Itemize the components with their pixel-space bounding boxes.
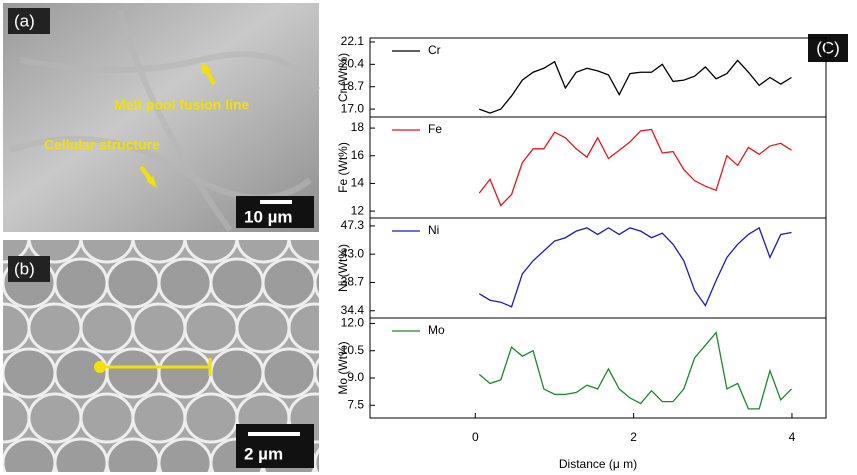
cell bbox=[183, 302, 239, 354]
x-tick-label: 2 bbox=[630, 430, 637, 444]
legend-label: Mo bbox=[428, 323, 445, 337]
y-axis-label: Mo (Wt%) bbox=[336, 341, 350, 394]
arrowhead bbox=[146, 176, 157, 188]
label-box bbox=[808, 34, 848, 62]
data-line bbox=[478, 331, 792, 410]
y-tick-label: 38.7 bbox=[341, 275, 365, 289]
y-tick-label: 12.0 bbox=[341, 316, 365, 330]
cell bbox=[313, 267, 319, 299]
cell bbox=[105, 437, 161, 472]
y-tick-label: 14 bbox=[351, 176, 365, 190]
cell bbox=[53, 347, 109, 399]
x-tick-label: 4 bbox=[789, 430, 796, 444]
label-box bbox=[8, 256, 50, 282]
cell bbox=[313, 447, 319, 472]
line-scan-start bbox=[94, 361, 106, 373]
cell bbox=[3, 347, 57, 399]
cell bbox=[261, 257, 317, 309]
data-line bbox=[479, 59, 792, 114]
y-tick-label: 17.0 bbox=[341, 101, 365, 115]
cell bbox=[157, 257, 213, 309]
legend-label: Ni bbox=[428, 223, 439, 237]
y-tick-label: 18 bbox=[351, 120, 365, 134]
scale-label: 2 µm bbox=[244, 444, 283, 463]
cell bbox=[131, 392, 187, 444]
cell bbox=[183, 240, 239, 264]
cell bbox=[131, 302, 187, 354]
y-tick-label: 16 bbox=[351, 148, 365, 162]
data-line bbox=[478, 128, 792, 207]
y-tick-label: 34.4 bbox=[341, 303, 365, 317]
figure-label: (C) bbox=[816, 38, 840, 57]
cell bbox=[79, 240, 135, 264]
cell bbox=[53, 257, 109, 309]
annotation: Cellular structure bbox=[44, 137, 160, 153]
cell bbox=[157, 437, 213, 472]
label-box bbox=[8, 8, 50, 34]
cell bbox=[183, 392, 239, 444]
cell bbox=[157, 347, 213, 399]
legend-label: Fe bbox=[428, 122, 442, 136]
y-axis-label: Fe (Wt%) bbox=[336, 142, 350, 193]
panel-label: (a) bbox=[14, 11, 35, 30]
cell bbox=[79, 302, 135, 354]
y-axis-label: Ni (Wt%) bbox=[336, 244, 350, 292]
cell bbox=[79, 392, 135, 444]
cell bbox=[105, 347, 161, 399]
scale-label: 10 µm bbox=[244, 207, 293, 226]
y-axis-label: Cr (Wt%) bbox=[336, 53, 350, 102]
annotation: Melt pool fusion line bbox=[114, 97, 250, 113]
cell bbox=[131, 240, 187, 264]
y-tick-label: 12 bbox=[351, 203, 365, 217]
cell bbox=[53, 437, 109, 472]
x-tick-label: 0 bbox=[472, 430, 479, 444]
cell bbox=[27, 392, 83, 444]
cell bbox=[27, 302, 83, 354]
data-line bbox=[478, 226, 792, 308]
y-tick-label: 9.0 bbox=[347, 370, 364, 384]
cell bbox=[313, 357, 319, 389]
panel-label: (b) bbox=[14, 259, 35, 278]
arrowhead bbox=[201, 62, 212, 74]
cells bbox=[3, 240, 319, 472]
plot-frame bbox=[369, 317, 827, 419]
cell bbox=[105, 257, 161, 309]
y-tick-label: 22.1 bbox=[341, 34, 365, 48]
y-tick-label: 18.7 bbox=[341, 79, 365, 93]
cell bbox=[209, 347, 265, 399]
scale-box bbox=[236, 424, 314, 468]
y-tick-label: 47.3 bbox=[341, 218, 365, 232]
cell bbox=[3, 437, 57, 472]
cell bbox=[287, 240, 319, 264]
legend-label: Cr bbox=[428, 43, 441, 57]
cell bbox=[287, 302, 319, 354]
y-tick-label: 43.0 bbox=[341, 246, 365, 260]
cell bbox=[261, 347, 317, 399]
y-tick-label: 7.5 bbox=[347, 397, 364, 411]
x-axis-label: Distance (μ m) bbox=[559, 457, 637, 471]
y-tick-label: 10.5 bbox=[341, 343, 365, 357]
cell bbox=[209, 257, 265, 309]
y-tick-label: 20.4 bbox=[341, 57, 365, 71]
cell bbox=[235, 240, 291, 264]
cell bbox=[235, 302, 291, 354]
